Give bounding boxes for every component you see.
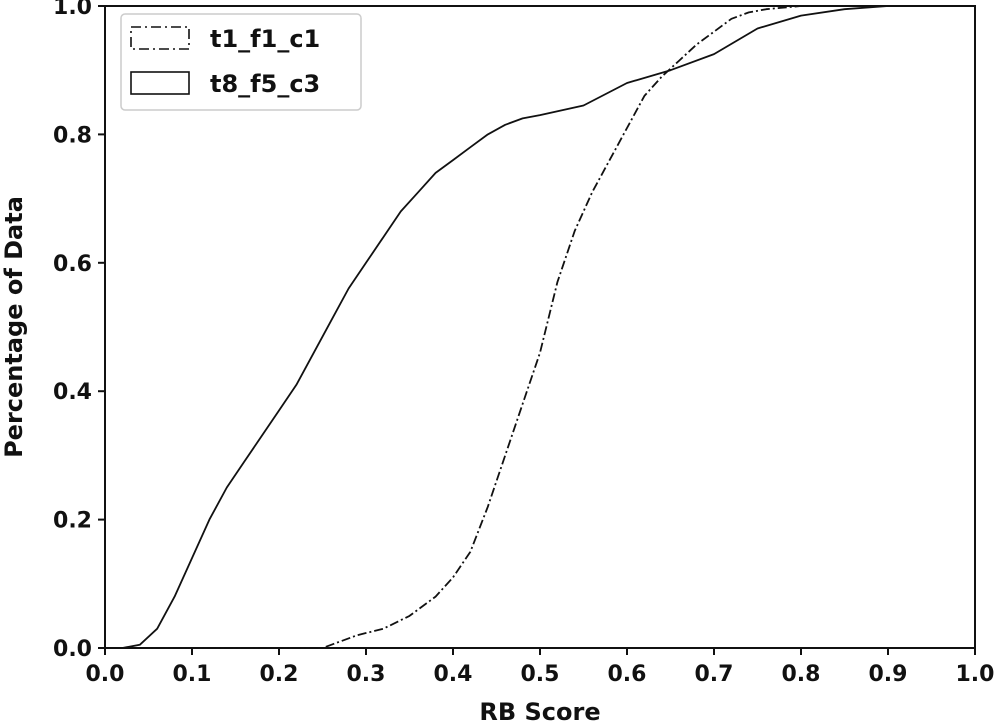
x-tick-label: 0.3 bbox=[347, 662, 386, 687]
y-axis: 0.0 0.2 0.4 0.6 0.8 1.0 bbox=[53, 0, 105, 662]
x-tick-label: 0.1 bbox=[173, 662, 212, 687]
x-tick-label: 0.7 bbox=[695, 662, 734, 687]
x-tick-label: 0.5 bbox=[521, 662, 560, 687]
y-axis-title: Percentage of Data bbox=[0, 196, 28, 458]
series-layer bbox=[105, 5, 975, 649]
y-tick-label: 0.0 bbox=[53, 637, 92, 662]
legend: t1_f1_c1 t8_f5_c3 bbox=[120, 13, 362, 111]
series-line-t1-f1-c1 bbox=[105, 5, 975, 649]
x-tick-label: 0.0 bbox=[86, 662, 125, 687]
x-axis: 0.0 0.1 0.2 0.3 0.4 0.5 0.6 0.7 0.8 0.9 1.0 bbox=[86, 648, 995, 687]
x-tick-label: 0.4 bbox=[434, 662, 473, 687]
y-tick-label: 0.4 bbox=[53, 380, 92, 405]
x-axis-title: RB Score bbox=[479, 698, 600, 726]
legend-label-t1-f1-c1: t1_f1_c1 bbox=[210, 25, 320, 53]
legend-label-t8-f5-c3: t8_f5_c3 bbox=[210, 70, 320, 98]
x-tick-label: 0.6 bbox=[608, 662, 647, 687]
y-tick-label: 0.8 bbox=[53, 123, 92, 148]
legend-box bbox=[120, 13, 362, 111]
y-tick-label: 0.2 bbox=[53, 509, 92, 534]
y-tick-label: 0.6 bbox=[53, 252, 92, 277]
legend-swatch-t1-f1-c1 bbox=[130, 26, 190, 50]
x-tick-label: 1.0 bbox=[956, 662, 995, 687]
series-line-t8-f5-c3 bbox=[105, 5, 975, 649]
x-tick-label: 0.2 bbox=[260, 662, 299, 687]
legend-swatch-t8-f5-c3 bbox=[130, 71, 190, 95]
x-tick-label: 0.9 bbox=[869, 662, 908, 687]
x-tick-label: 0.8 bbox=[782, 662, 821, 687]
y-tick-label: 1.0 bbox=[53, 0, 92, 20]
